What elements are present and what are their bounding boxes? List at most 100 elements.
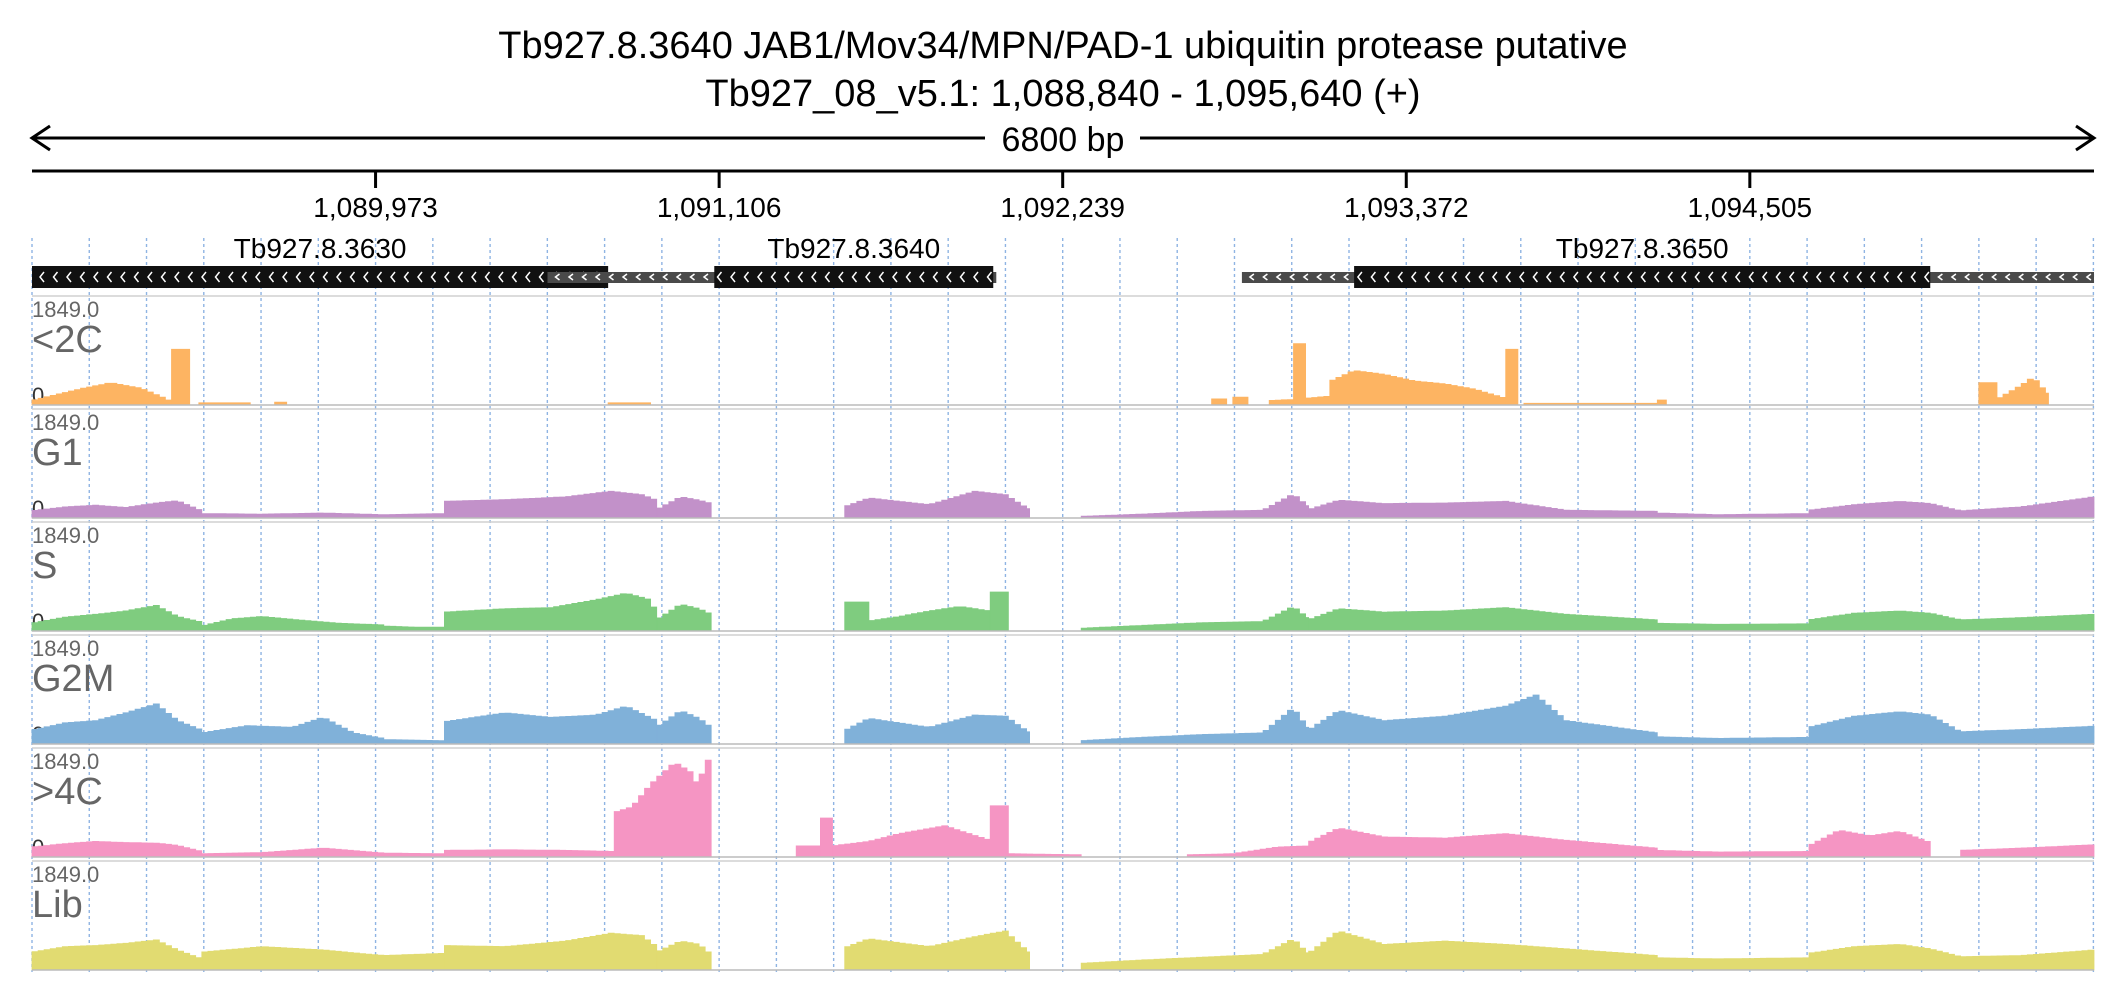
track->4C: 1849.0>4C0 bbox=[31, 747, 2095, 860]
strand-arrow-icon bbox=[1802, 271, 1808, 283]
strand-arrow-icon bbox=[1815, 271, 1822, 283]
strand-arrow-icon bbox=[1599, 271, 1606, 283]
coverage-area bbox=[795, 845, 821, 858]
coverage-area bbox=[1008, 853, 1082, 858]
track-name-label: S bbox=[32, 545, 57, 587]
strand-arrow-icon bbox=[892, 271, 898, 283]
strand-arrow-icon bbox=[52, 271, 59, 283]
gene-cds bbox=[714, 266, 994, 288]
strand-arrow-icon bbox=[851, 271, 858, 283]
track-G2M: 1849.0G2M0 bbox=[31, 634, 2095, 747]
strand-arrow-icon bbox=[1329, 273, 1336, 281]
coverage-area bbox=[1308, 500, 1658, 519]
strand-arrow-icon bbox=[1532, 271, 1538, 283]
track-<2C: 1849.0<2C0 bbox=[31, 295, 2094, 408]
strand-arrow-icon bbox=[1383, 271, 1390, 283]
coverage-area bbox=[844, 490, 1030, 519]
strand-arrow-icon bbox=[986, 271, 993, 283]
strand-arrow-icon bbox=[1721, 271, 1727, 283]
coverage-area bbox=[989, 591, 1009, 632]
strand-arrow-icon bbox=[1559, 271, 1565, 283]
strand-arrow-icon bbox=[621, 273, 628, 281]
coverage-area bbox=[171, 348, 191, 406]
strand-arrow-icon bbox=[430, 271, 437, 283]
strand-arrow-icon bbox=[133, 271, 140, 283]
coverage-area bbox=[656, 604, 712, 632]
strand-arrow-icon bbox=[1842, 271, 1849, 283]
coverage-area bbox=[444, 706, 658, 745]
coverage-area bbox=[1308, 828, 1658, 858]
strand-arrow-icon bbox=[946, 271, 952, 283]
coverage-area bbox=[1080, 607, 1309, 632]
strand-arrow-icon bbox=[471, 271, 477, 283]
track-name-label: <2C bbox=[32, 319, 103, 361]
gene-label: Tb927.8.3650 bbox=[1556, 233, 1729, 264]
track-ymax-label: 1849.0 bbox=[32, 749, 99, 774]
strand-arrow-icon bbox=[648, 273, 655, 281]
coverage-area bbox=[1808, 610, 2095, 632]
coverage-area bbox=[656, 497, 712, 519]
strand-arrow-icon bbox=[1302, 273, 1309, 281]
strand-arrow-icon bbox=[865, 271, 871, 283]
coverage-area bbox=[1656, 622, 1810, 632]
coverage-area bbox=[1808, 496, 2095, 519]
strand-arrow-icon bbox=[2058, 273, 2065, 281]
coverage-area bbox=[1308, 694, 1658, 745]
strand-arrow-icon bbox=[241, 271, 248, 283]
strand-arrow-icon bbox=[1248, 273, 1255, 281]
coverage-area bbox=[1080, 940, 1309, 971]
strand-arrow-icon bbox=[1626, 271, 1633, 283]
strand-arrow-icon bbox=[784, 271, 790, 283]
strand-arrow-icon bbox=[228, 271, 234, 283]
strand-arrow-icon bbox=[1545, 271, 1552, 283]
coverage-area bbox=[1808, 830, 1931, 858]
strand-arrow-icon bbox=[1923, 271, 1930, 283]
strand-arrow-icon bbox=[309, 271, 315, 283]
strand-arrow-icon bbox=[1289, 273, 1295, 281]
strand-arrow-icon bbox=[1451, 271, 1457, 283]
strand-arrow-icon bbox=[1491, 271, 1498, 283]
strand-arrow-icon bbox=[390, 271, 396, 283]
strand-arrow-icon bbox=[349, 271, 356, 283]
ruler-tick-label: 1,091,106 bbox=[657, 192, 782, 223]
span-arrow-right-icon bbox=[2075, 124, 2097, 152]
strand-arrow-icon bbox=[1356, 271, 1363, 283]
strand-arrow-icon bbox=[1694, 271, 1700, 283]
coverage-area bbox=[31, 605, 203, 632]
coverage-area bbox=[1505, 348, 1519, 406]
track-ymax-label: 1849.0 bbox=[32, 636, 99, 661]
coverage-area bbox=[1978, 382, 1998, 406]
ruler-tick-label: 1,089,973 bbox=[313, 192, 438, 223]
coverage-area bbox=[844, 601, 870, 632]
strand-arrow-icon bbox=[878, 271, 885, 283]
strand-arrow-icon bbox=[1464, 271, 1471, 283]
strand-arrow-icon bbox=[282, 271, 288, 283]
strand-arrow-icon bbox=[757, 271, 763, 283]
strand-arrow-icon bbox=[484, 271, 491, 283]
strand-arrow-icon bbox=[376, 271, 383, 283]
track-name-label: Lib bbox=[32, 884, 83, 926]
strand-arrow-icon bbox=[1775, 271, 1781, 283]
strand-arrow-icon bbox=[689, 273, 695, 281]
coverage-area bbox=[1996, 378, 2049, 406]
strand-arrow-icon bbox=[417, 271, 423, 283]
strand-arrow-icon bbox=[1397, 271, 1403, 283]
ruler-tick-label: 1,093,372 bbox=[1344, 192, 1469, 223]
strand-arrow-icon bbox=[1410, 271, 1417, 283]
strand-arrow-icon bbox=[811, 271, 817, 283]
coverage-area bbox=[1656, 736, 1810, 745]
gene-label: Tb927.8.3640 bbox=[767, 233, 940, 264]
coverage-area bbox=[201, 616, 385, 632]
coverage-area bbox=[1308, 607, 1658, 632]
strand-arrow-icon bbox=[201, 271, 207, 283]
coverage-area bbox=[1186, 845, 1309, 858]
strand-arrow-icon bbox=[1640, 271, 1646, 283]
strand-arrow-icon bbox=[1829, 271, 1835, 283]
span-arrow-left-icon bbox=[29, 124, 51, 152]
strand-arrow-icon bbox=[187, 271, 194, 283]
strand-arrow-icon bbox=[1424, 271, 1430, 283]
strand-arrow-icon bbox=[675, 273, 682, 281]
coverage-area bbox=[31, 939, 203, 971]
strand-arrow-icon bbox=[1964, 273, 1970, 281]
